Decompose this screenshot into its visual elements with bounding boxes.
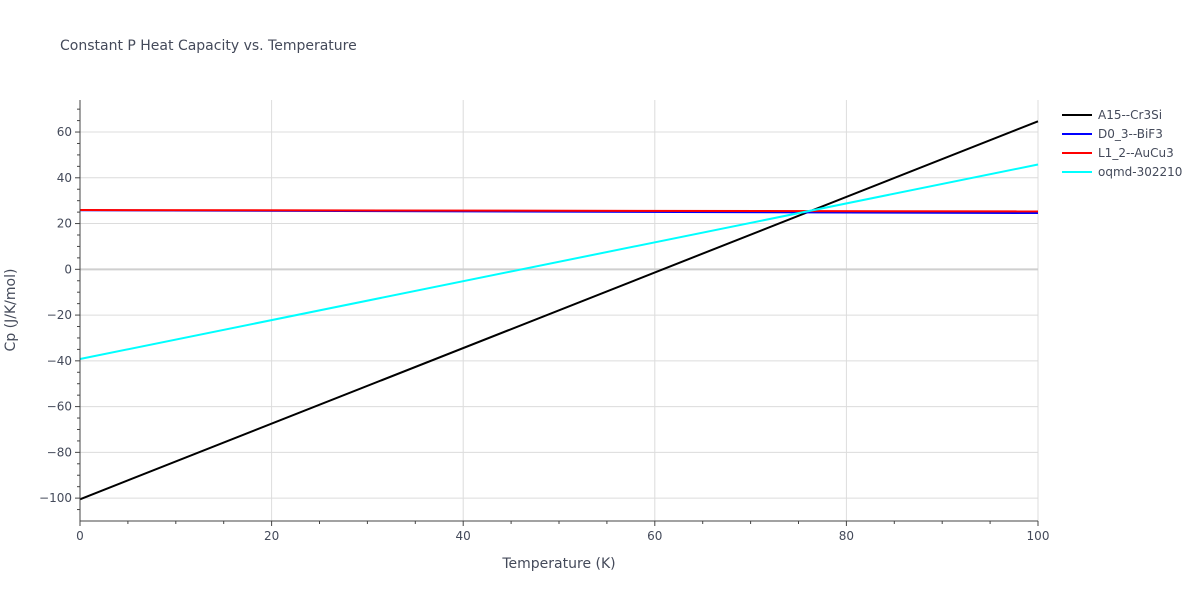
y-tick-label: −100 <box>39 491 72 505</box>
legend-label: A15--Cr3Si <box>1098 108 1162 122</box>
y-tick-label: 60 <box>57 125 72 139</box>
y-tick-label: 0 <box>64 262 72 276</box>
series-line-oqmd-302210[interactable] <box>79 163 1039 360</box>
y-tick-label: 40 <box>57 171 72 185</box>
x-axis-label: Temperature (K) <box>501 556 615 572</box>
x-tick-label: 100 <box>1027 529 1050 543</box>
chart-title: Constant P Heat Capacity vs. Temperature <box>60 38 357 54</box>
x-tick-label: 60 <box>647 529 662 543</box>
legend-item[interactable]: L1_2--AuCu3 <box>1062 146 1174 160</box>
y-tick-label: −20 <box>47 308 72 322</box>
legend[interactable]: A15--Cr3Si D0_3--BiF3 L1_2--AuCu3 oqmd-3022… <box>1062 108 1182 179</box>
series-line-L1_2--AuCu3[interactable] <box>79 209 1039 213</box>
legend-item[interactable]: D0_3--BiF3 <box>1062 127 1163 141</box>
legend-label: L1_2--AuCu3 <box>1098 146 1174 160</box>
legend-label: D0_3--BiF3 <box>1098 127 1163 141</box>
x-tick-label: 0 <box>76 529 84 543</box>
y-tick-label: −40 <box>47 354 72 368</box>
y-tick-label: −60 <box>47 400 72 414</box>
y-tick-label: 20 <box>57 217 72 231</box>
legend-item[interactable]: oqmd-302210 <box>1062 165 1182 179</box>
y-tick-label: −80 <box>47 445 72 459</box>
axes: −100 −80 −60 −40 −20 0 20 40 60 0 20 40 60 80 100 <box>39 100 1049 543</box>
legend-label: oqmd-302210 <box>1098 165 1182 179</box>
y-axis-label: Cp (J/K/mol) <box>3 269 19 352</box>
series-line-A15--Cr3Si[interactable] <box>79 120 1039 501</box>
series-lines <box>79 120 1039 501</box>
x-tick-label: 40 <box>456 529 471 543</box>
legend-item[interactable]: A15--Cr3Si <box>1062 108 1162 122</box>
x-tick-label: 80 <box>839 529 854 543</box>
grid <box>80 100 1039 521</box>
x-tick-label: 20 <box>264 529 279 543</box>
